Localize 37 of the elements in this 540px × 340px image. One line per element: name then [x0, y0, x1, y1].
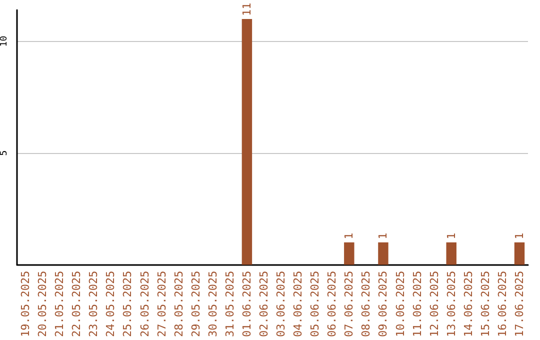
x-tick-label: 23.05.2025 [87, 270, 100, 338]
x-tick-label: 07.06.2025 [342, 270, 356, 338]
x-tick-label: 30.05.2025 [206, 270, 220, 338]
x-tick-label: 09.06.2025 [376, 270, 390, 338]
x-tick-label: 13.06.2025 [444, 270, 458, 338]
x-tick-label: 02.06.2025 [257, 270, 270, 338]
data-label: 1 [342, 232, 356, 240]
x-tick-label: 12.06.2025 [428, 270, 441, 338]
x-tick-label: 22.05.2025 [70, 270, 84, 338]
x-tick-label: 20.05.2025 [36, 270, 50, 338]
x-tick-label: 14.06.2025 [462, 270, 475, 338]
x-tick-label: 10.06.2025 [394, 270, 407, 338]
x-tick-label: 11.06.2025 [410, 270, 424, 338]
data-label: 11 [240, 2, 254, 16]
x-tick-label: 17.06.2025 [512, 270, 526, 338]
x-tick-label: 31.05.2025 [223, 270, 236, 338]
data-label: 1 [376, 232, 390, 240]
data-label: 1 [512, 232, 526, 240]
x-tick-label: 03.06.2025 [274, 270, 288, 338]
y-tick-label: 5 [0, 150, 10, 156]
x-tick-label: 01.06.2025 [240, 270, 254, 338]
x-tick-label: 29.05.2025 [189, 270, 202, 338]
x-tick-label: 27.05.2025 [155, 270, 168, 338]
x-tick-label: 19.05.2025 [19, 270, 32, 338]
x-tick-label: 26.05.2025 [138, 270, 152, 338]
x-tick-label: 28.05.2025 [172, 270, 186, 338]
x-tick-label: 16.06.2025 [496, 270, 509, 338]
x-tick-label: 15.06.2025 [478, 270, 492, 338]
x-tick-label: 21.05.2025 [53, 270, 66, 338]
x-tick-label: 25.05.2025 [121, 270, 134, 338]
x-tick-label: 06.06.2025 [326, 270, 339, 338]
y-tick-label: 10 [0, 36, 10, 47]
x-tick-label: 24.05.2025 [104, 270, 118, 338]
data-label: 1 [444, 232, 458, 240]
x-tick-label: 04.06.2025 [292, 270, 305, 338]
x-tick-label: 08.06.2025 [360, 270, 373, 338]
x-tick-label: 05.06.2025 [308, 270, 322, 338]
